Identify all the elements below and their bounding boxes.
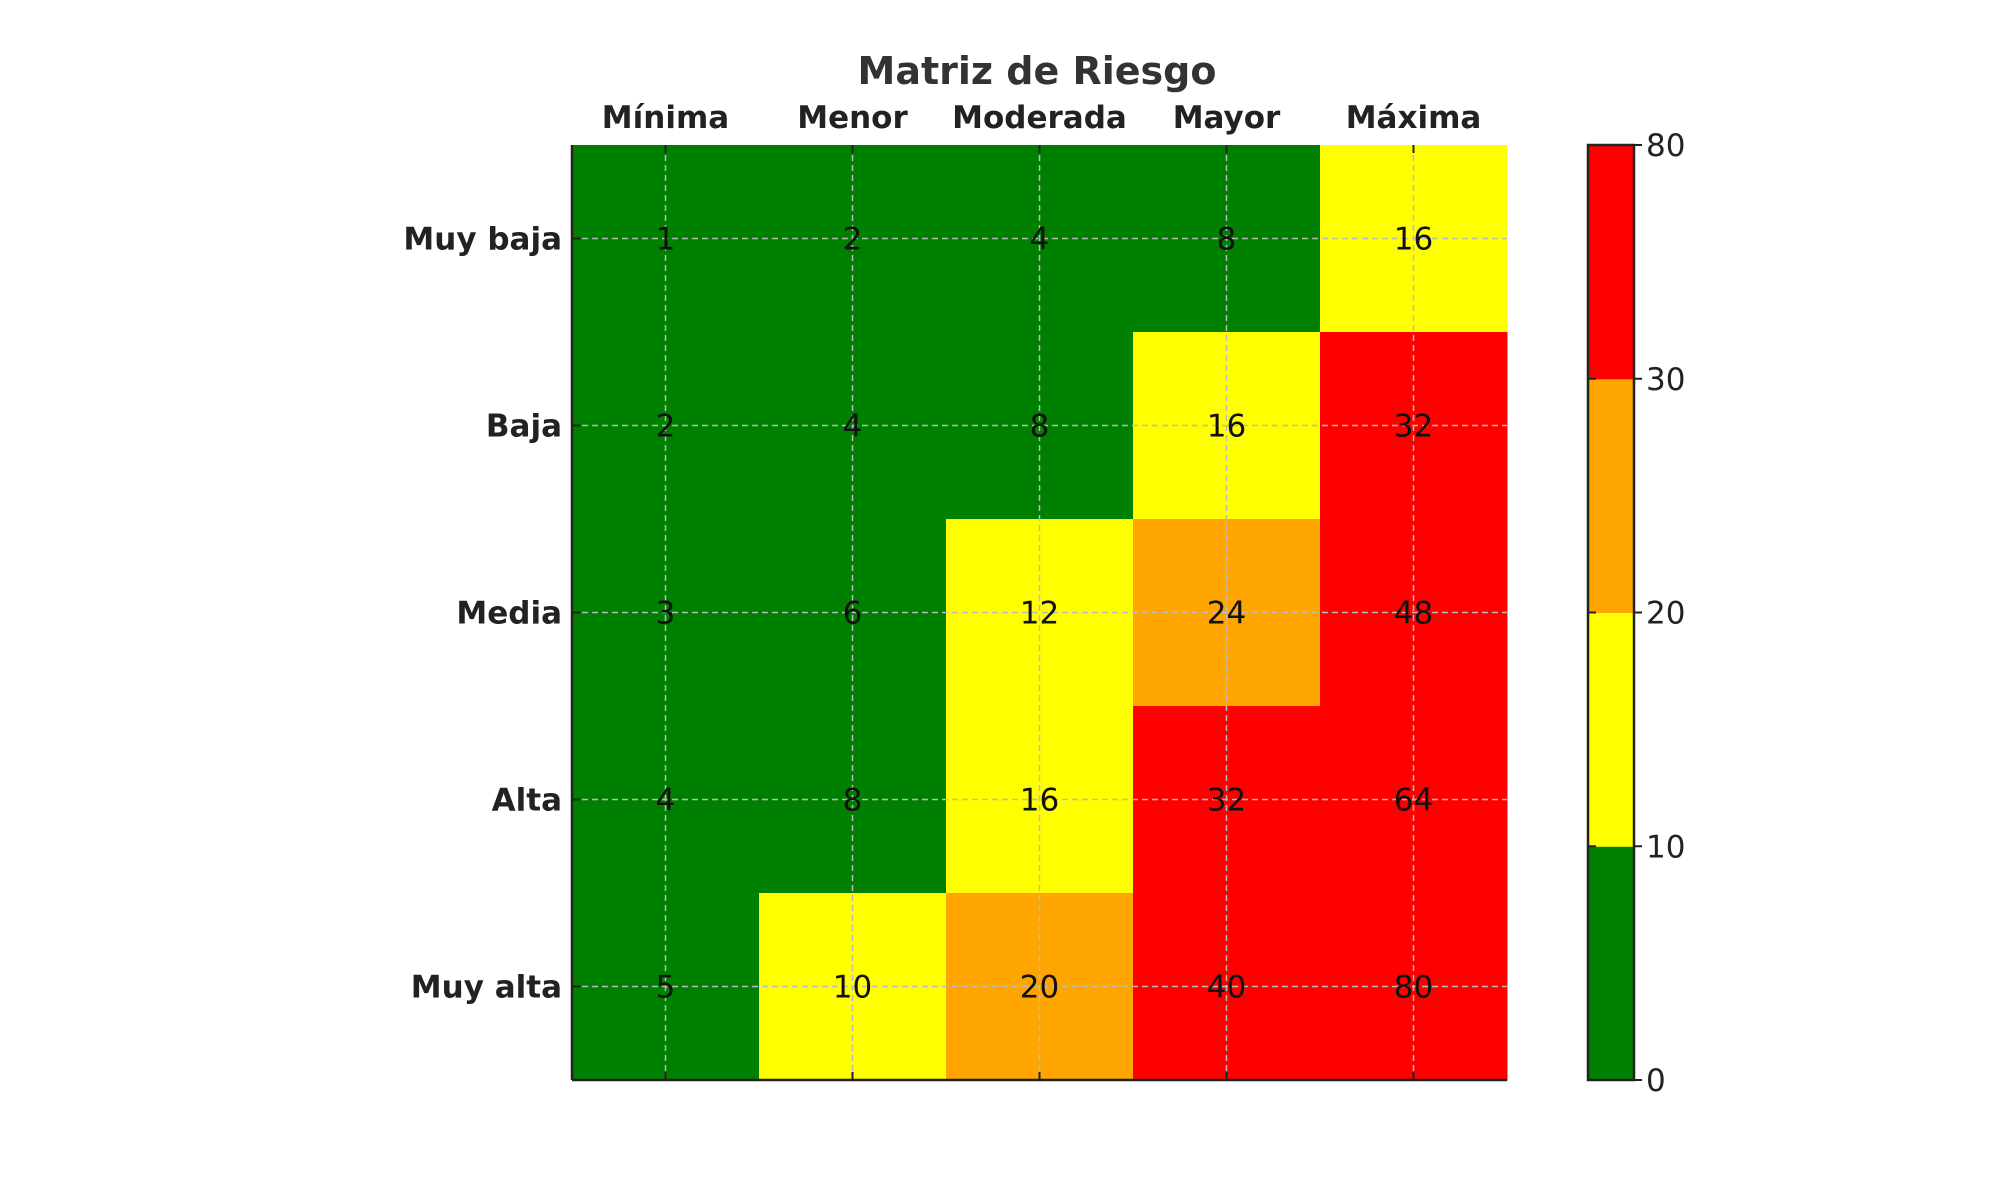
- cell-value-label: 80: [1394, 970, 1433, 1006]
- cell-value-label: 2: [656, 409, 676, 445]
- column-label: Menor: [797, 100, 908, 136]
- row-label: Muy alta: [411, 970, 562, 1006]
- cell-value-label: 8: [1030, 409, 1050, 445]
- chart-title: Matriz de Riesgo: [858, 49, 1217, 93]
- cell-value-label: 5: [656, 970, 676, 1006]
- grid-lines: [572, 145, 1507, 1080]
- colorbar-segment: [1588, 378, 1634, 613]
- colorbar-tick-label: 0: [1646, 1063, 1666, 1099]
- column-label: Mayor: [1173, 100, 1281, 136]
- colorbar-tick-label: 20: [1646, 596, 1685, 632]
- row-label: Media: [456, 596, 562, 632]
- cell-value-label: 16: [1394, 222, 1433, 258]
- cell-value-label: 40: [1207, 970, 1246, 1006]
- column-label: Máxima: [1346, 100, 1482, 136]
- row-label: Alta: [492, 783, 562, 819]
- colorbar-segment: [1588, 145, 1634, 380]
- colorbar: 0 10 20 30 80: [1586, 128, 1685, 1099]
- colorbar-tick-label: 10: [1646, 829, 1685, 865]
- column-label: Moderada: [952, 100, 1127, 136]
- cell-value-label: 48: [1394, 596, 1433, 632]
- row-label: Baja: [486, 409, 562, 445]
- colorbar-tick-label: 80: [1646, 128, 1685, 164]
- colorbar-segment: [1588, 846, 1634, 1081]
- column-labels: Mínima Menor Moderada Mayor Máxima: [602, 100, 1482, 136]
- colorbar-segment: [1588, 612, 1634, 847]
- cell-value-label: 32: [1394, 409, 1433, 445]
- cell-value-label: 10: [833, 970, 872, 1006]
- cell-value-label: 16: [1020, 783, 1059, 819]
- cell-value-label: 4: [843, 409, 863, 445]
- cell-value-label: 8: [843, 783, 863, 819]
- cell-value-label: 24: [1207, 596, 1246, 632]
- cell-value-labels: 1 2 4 8 162 4 8 16 323 6 12 24 484 8 16 32 645 10 20 40 80: [656, 222, 1434, 1006]
- cell-value-label: 8: [1217, 222, 1237, 258]
- cell-value-label: 32: [1207, 783, 1246, 819]
- cell-value-label: 6: [843, 596, 863, 632]
- cell-value-label: 2: [843, 222, 863, 258]
- cell-value-label: 20: [1020, 970, 1059, 1006]
- cell-value-label: 1: [656, 222, 676, 258]
- row-labels: Muy baja Baja Media Alta Muy alta: [403, 222, 562, 1006]
- cell-value-label: 12: [1020, 596, 1059, 632]
- cell-value-label: 3: [656, 596, 676, 632]
- cell-value-label: 4: [1030, 222, 1050, 258]
- plot-axes: [570, 145, 1507, 1082]
- row-label: Muy baja: [403, 222, 562, 258]
- cell-value-label: 4: [656, 783, 676, 819]
- cell-value-label: 16: [1207, 409, 1246, 445]
- cell-value-label: 64: [1394, 783, 1433, 819]
- column-label: Mínima: [602, 100, 729, 136]
- colorbar-tick-label: 30: [1646, 362, 1685, 398]
